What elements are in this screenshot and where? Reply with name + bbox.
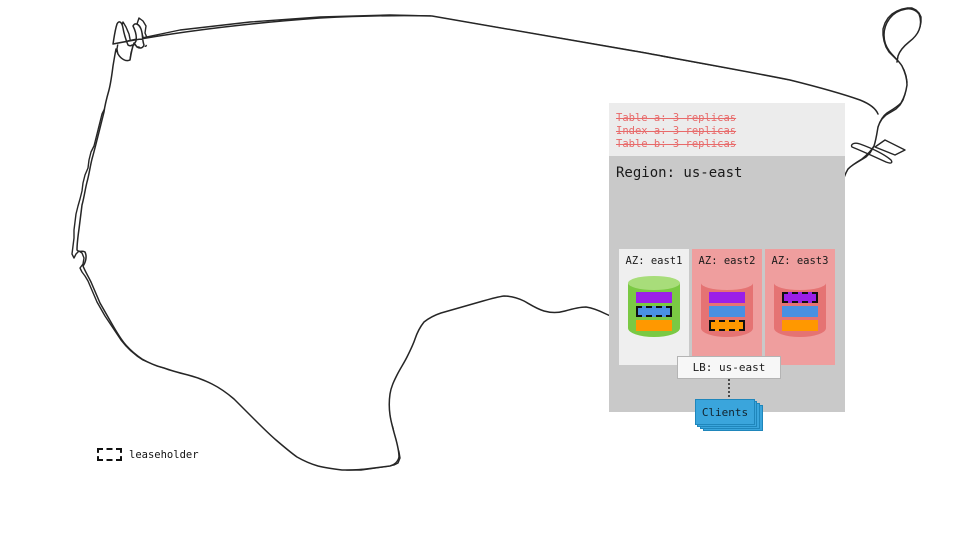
clients-stack[interactable]: Clients [695, 399, 763, 431]
range-list-east2 [701, 292, 753, 331]
az-box-east2[interactable]: AZ: east2 [692, 249, 762, 365]
az-label-east2: AZ: east2 [698, 255, 756, 267]
long-island-outline [850, 142, 893, 164]
load-balancer-box[interactable]: LB: us-east [677, 356, 781, 379]
region-body: Region: us-east AZ: east1 AZ: east2 [609, 156, 845, 431]
legend-label: leaseholder [129, 448, 199, 461]
range-list-east3 [774, 292, 826, 331]
replica-line-index-a: Index a: 3 replicas [616, 125, 737, 137]
range-table-b-east3 [782, 320, 818, 331]
az-label-east3: AZ: east3 [771, 255, 829, 267]
range-table-a-east1 [636, 292, 672, 303]
range-table-b-east1 [636, 320, 672, 331]
clients-sheet-front: Clients [695, 399, 755, 425]
legend: leaseholder [97, 448, 199, 461]
replica-line-table-a: Table a: 3 replicas [616, 112, 737, 124]
range-list-east1 [628, 292, 680, 331]
range-table-a-east3 [782, 292, 818, 303]
database-cylinder-east1 [628, 276, 680, 342]
az-box-east3[interactable]: AZ: east3 [765, 249, 835, 365]
range-index-a-east1 [636, 306, 672, 317]
lb-clients-connector [728, 379, 732, 401]
dashed-rectangle-icon [97, 448, 122, 461]
replica-line-table-b: Table b: 3 replicas [616, 138, 737, 150]
range-table-a-east2 [709, 292, 745, 303]
range-table-b-east2 [709, 320, 745, 331]
region-panel-us-east: Table a: 3 replicas Index a: 3 replicas … [609, 103, 845, 431]
az-label-east1: AZ: east1 [625, 255, 683, 267]
us-long-island [874, 139, 906, 156]
az-box-east1[interactable]: AZ: east1 [619, 249, 689, 365]
cylinder-top [701, 276, 753, 290]
region-title: Region: us-east [616, 165, 743, 181]
replica-summary-header: Table a: 3 replicas Index a: 3 replicas … [609, 103, 845, 156]
range-index-a-east3 [782, 306, 818, 317]
range-index-a-east2 [709, 306, 745, 317]
database-cylinder-east2 [701, 276, 753, 342]
database-cylinder-east3 [774, 276, 826, 342]
load-balancer-label: LB: us-east [692, 361, 766, 374]
clients-label: Clients [701, 405, 749, 419]
cylinder-top [628, 276, 680, 290]
cylinder-top [774, 276, 826, 290]
availability-zone-row: AZ: east1 AZ: east2 [619, 249, 835, 365]
